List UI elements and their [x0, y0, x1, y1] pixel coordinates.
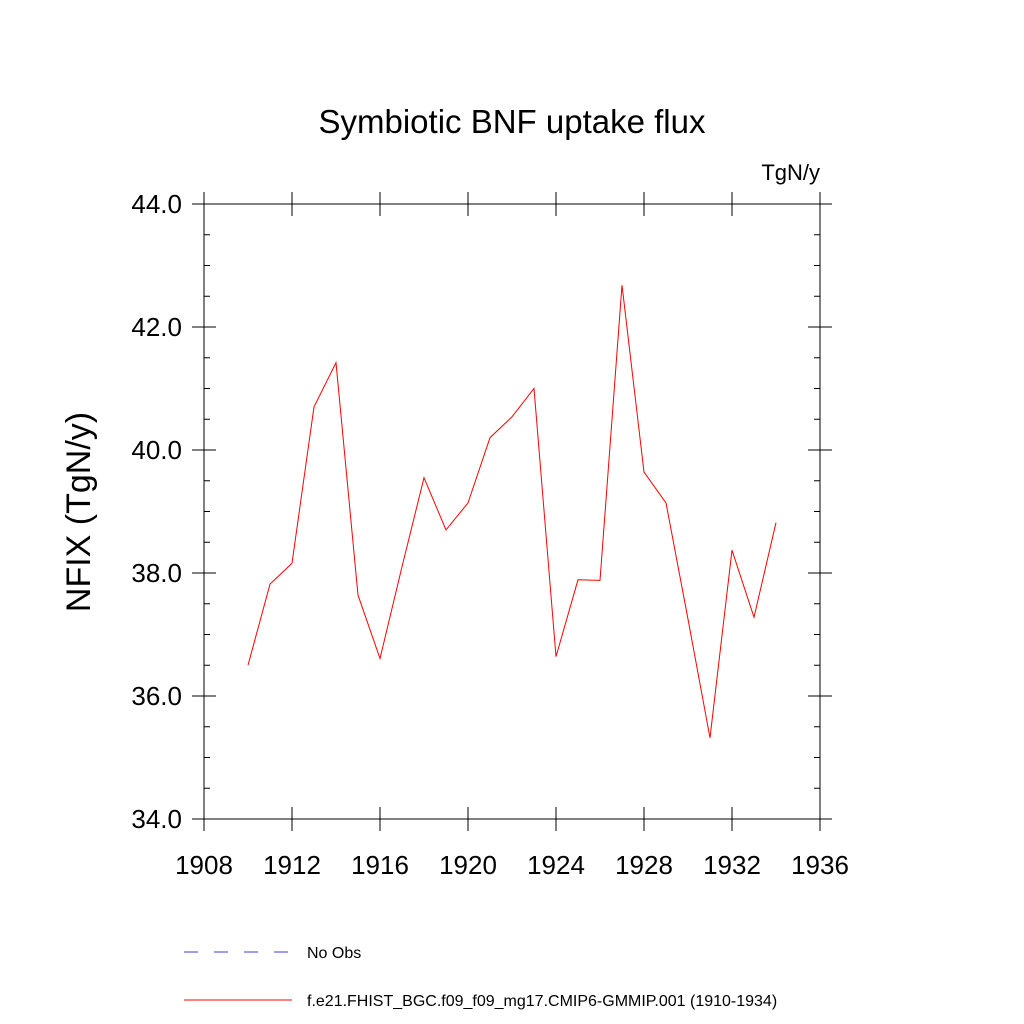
legend-entry-1: f.e21.FHIST_BGC.f09_f09_mg17.CMIP6-GMMIP…	[307, 993, 777, 1010]
y-axis-label: NFIX (TgN/y)	[60, 412, 98, 612]
x-tick-label: 1908	[175, 850, 233, 880]
x-tick-label: 1928	[615, 850, 673, 880]
x-tick-label: 1920	[439, 850, 497, 880]
legend: No Obs f.e21.FHIST_BGC.f09_f09_mg17.CMIP6…	[184, 945, 777, 1010]
x-tick-label: 1924	[527, 850, 585, 880]
y-tick-label: 40.0	[131, 435, 182, 465]
y-tick-label: 38.0	[131, 558, 182, 588]
units-label: TgN/y	[761, 160, 820, 185]
y-tick-label: 36.0	[131, 681, 182, 711]
series-line-1	[247, 285, 777, 738]
x-tick-label: 1912	[263, 850, 321, 880]
x-tick-label: 1936	[791, 850, 849, 880]
plot-frame	[203, 203, 821, 820]
x-tick-label: 1932	[703, 850, 761, 880]
x-tick-label: 1916	[351, 850, 409, 880]
chart-title: Symbiotic BNF uptake flux	[319, 103, 706, 140]
axis-ticks	[192, 192, 832, 831]
plot-series	[247, 285, 777, 738]
legend-entry-0: No Obs	[307, 945, 361, 962]
y-tick-label: 42.0	[131, 312, 182, 342]
y-tick-label: 34.0	[131, 804, 182, 834]
axis-tick-labels: 1908 1912 1916 1920 1924 1928 1932 1936 34.0 36.0…	[131, 189, 849, 880]
y-tick-label: 44.0	[131, 189, 182, 219]
